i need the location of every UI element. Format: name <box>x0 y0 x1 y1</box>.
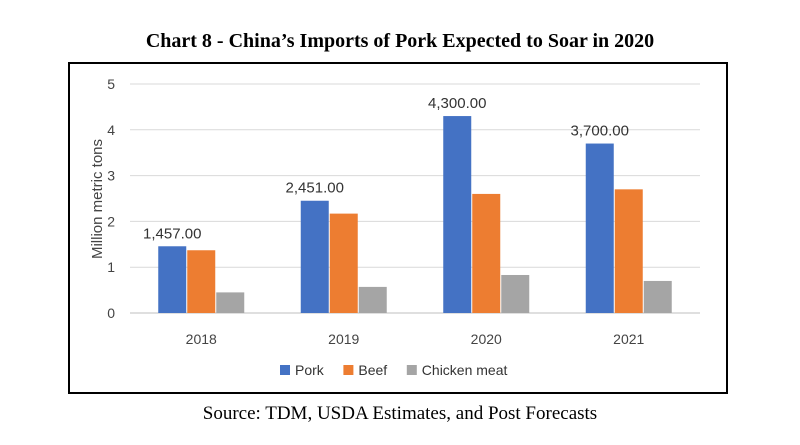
y-axis-label: Million metric tons <box>89 139 106 259</box>
legend-label: Pork <box>295 362 325 378</box>
y-tick-label: 4 <box>107 122 115 138</box>
bar-pork <box>158 246 187 313</box>
x-tick-label: 2018 <box>186 331 217 347</box>
bar-chicken-meat <box>358 286 387 313</box>
bar-chicken-meat <box>216 292 245 313</box>
chart-frame <box>68 62 728 394</box>
data-label: 1,457.00 <box>143 225 201 242</box>
legend-swatch-chicken-meat <box>406 365 417 375</box>
data-label: 4,300.00 <box>428 95 486 112</box>
y-tick-label: 3 <box>107 168 115 184</box>
legend-label: Chicken meat <box>422 362 508 378</box>
data-label: 2,451.00 <box>286 180 344 197</box>
legend-swatch-pork <box>280 365 290 375</box>
chart-source: Source: TDM, USDA Estimates, and Post Fo… <box>202 403 598 424</box>
x-tick-label: 2020 <box>471 331 502 347</box>
y-tick-label: 2 <box>107 213 115 229</box>
bar-chicken-meat <box>501 274 530 313</box>
bar-beef <box>472 193 501 313</box>
bar-pork <box>585 143 614 313</box>
legend-label: Beef <box>358 362 387 378</box>
bar-pork <box>443 116 472 313</box>
y-tick-label: 0 <box>107 305 115 321</box>
legend-swatch-beef <box>343 365 354 375</box>
chart-title: Chart 8 - China’s Imports of Pork Expect… <box>145 30 655 52</box>
y-tick-label: 5 <box>107 76 115 92</box>
bar-chicken-meat <box>643 280 672 313</box>
bar-beef <box>329 213 358 313</box>
x-tick-label: 2021 <box>613 331 644 347</box>
bar-beef <box>614 189 643 313</box>
x-tick-label: 2019 <box>328 331 359 347</box>
bar-beef <box>187 250 216 313</box>
bar-pork <box>300 200 329 313</box>
data-label: 3,700.00 <box>571 123 629 140</box>
y-tick-label: 1 <box>107 259 115 275</box>
